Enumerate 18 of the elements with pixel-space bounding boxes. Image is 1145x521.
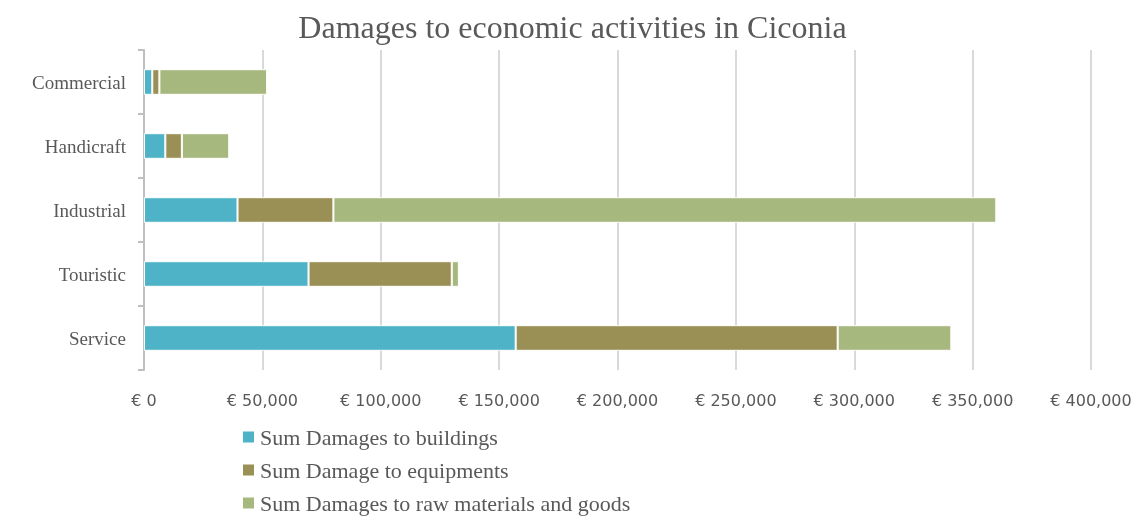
x-tick-label: € 400,000 bbox=[1050, 390, 1132, 410]
y-tick-label: Handicraft bbox=[44, 135, 127, 157]
y-tick-label: Service bbox=[69, 327, 126, 349]
y-tick-label: Touristic bbox=[58, 263, 126, 285]
x-tick-label: € 250,000 bbox=[695, 390, 777, 410]
legend-label: Sum Damages to raw materials and goods bbox=[260, 490, 631, 516]
legend-label: Sum Damages to buildings bbox=[260, 424, 498, 450]
chart-title: Damages to economic activities in Ciconia bbox=[298, 9, 847, 45]
y-tick-label: Industrial bbox=[53, 199, 126, 221]
x-tick-label: € 150,000 bbox=[458, 390, 540, 410]
x-tick-label: € 350,000 bbox=[931, 390, 1014, 410]
x-tick-label: € 100,000 bbox=[340, 390, 422, 410]
x-tick-label: € 300,000 bbox=[813, 390, 895, 410]
x-tick-label: € 200,000 bbox=[576, 390, 659, 410]
y-tick-label: Commercial bbox=[32, 71, 126, 93]
x-tick-label: € 50,000 bbox=[226, 390, 298, 410]
x-tick-label: € 0 bbox=[131, 390, 157, 410]
legend-label: Sum Damage to equipments bbox=[260, 457, 509, 483]
